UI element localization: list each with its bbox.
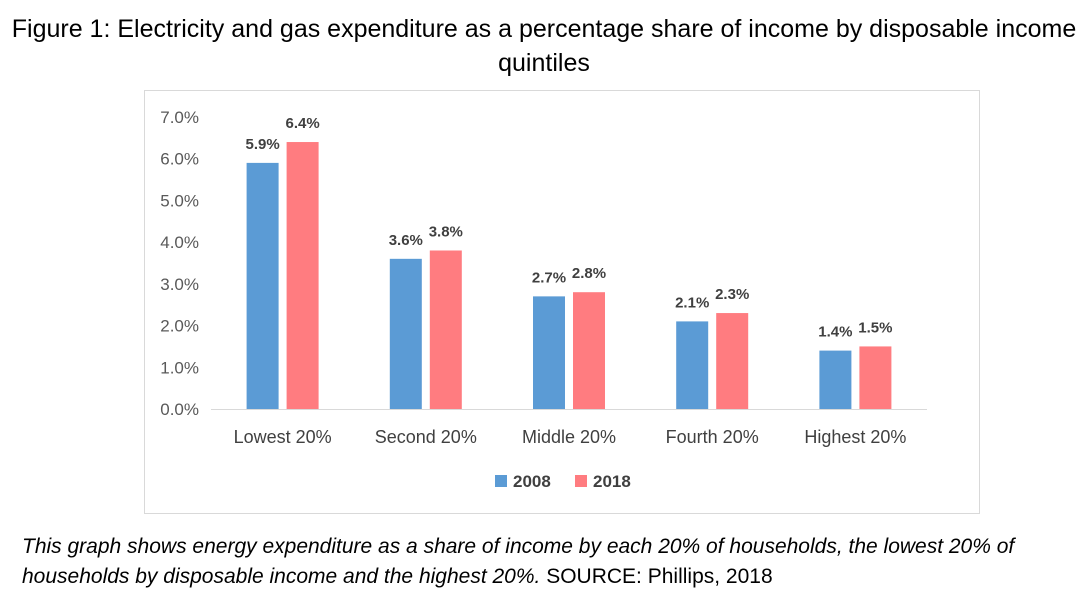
figure-title: Figure 1: Electricity and gas expenditur… — [11, 15, 1077, 77]
legend-swatch-2008 — [495, 475, 507, 487]
data-label-2008-4: 2.1% — [675, 294, 709, 311]
data-label-2018-4: 2.3% — [715, 286, 749, 303]
data-label-2008-1: 5.9% — [245, 136, 279, 153]
bar-2008-3 — [533, 296, 565, 409]
x-tick-label: Lowest 20% — [234, 427, 332, 447]
x-tick-label: Highest 20% — [804, 427, 906, 447]
data-label-2018-5: 1.5% — [858, 319, 892, 336]
y-tick-label: 0.0% — [160, 400, 199, 419]
bar-2008-1 — [246, 162, 279, 409]
y-tick-label: 4.0% — [160, 233, 199, 252]
data-label-2008-3: 2.7% — [532, 269, 566, 286]
legend-label-2008: 2008 — [513, 472, 551, 491]
y-tick-label: 3.0% — [160, 275, 199, 294]
figure-caption: This graph shows energy expenditure as a… — [22, 532, 1072, 592]
data-label-2008-5: 1.4% — [818, 324, 852, 341]
y-tick-label: 2.0% — [160, 317, 199, 336]
y-tick-label: 5.0% — [160, 191, 199, 210]
data-label-2018-2: 3.8% — [429, 223, 463, 240]
y-tick-label: 7.0% — [160, 108, 199, 127]
x-tick-label: Second 20% — [375, 427, 477, 447]
bar-2018-3 — [573, 292, 605, 409]
bar-2018-1 — [286, 142, 319, 409]
legend-label-2018: 2018 — [593, 472, 631, 491]
caption-source: SOURCE: Phillips, 2018 — [546, 565, 773, 588]
data-label-2018-1: 6.4% — [285, 115, 319, 132]
bar-2018-4 — [716, 313, 749, 409]
bar-chart: 0.0% 1.0% 2.0% 3.0% 4.0% 5.0% 6.0% 7.0% 5.9% 6.4%… — [160, 108, 927, 491]
bar-2018-5 — [859, 346, 892, 409]
x-tick-label: Fourth 20% — [666, 427, 759, 447]
data-label-2008-2: 3.6% — [389, 232, 423, 249]
bar-2008-4 — [676, 321, 709, 409]
bar-2018-2 — [429, 250, 462, 409]
y-tick-label: 6.0% — [160, 150, 199, 169]
caption-italic-text: This graph shows energy expenditure as a… — [22, 535, 1015, 588]
bar-2008-2 — [389, 258, 422, 409]
bar-2008-5 — [819, 350, 852, 409]
legend-swatch-2018 — [575, 475, 587, 487]
data-label-2018-3: 2.8% — [572, 265, 606, 282]
x-tick-label: Middle 20% — [522, 427, 616, 447]
y-tick-label: 1.0% — [160, 358, 199, 377]
chart-area: 0.0% 1.0% 2.0% 3.0% 4.0% 5.0% 6.0% 7.0% 5.9% 6.4%… — [144, 90, 980, 514]
